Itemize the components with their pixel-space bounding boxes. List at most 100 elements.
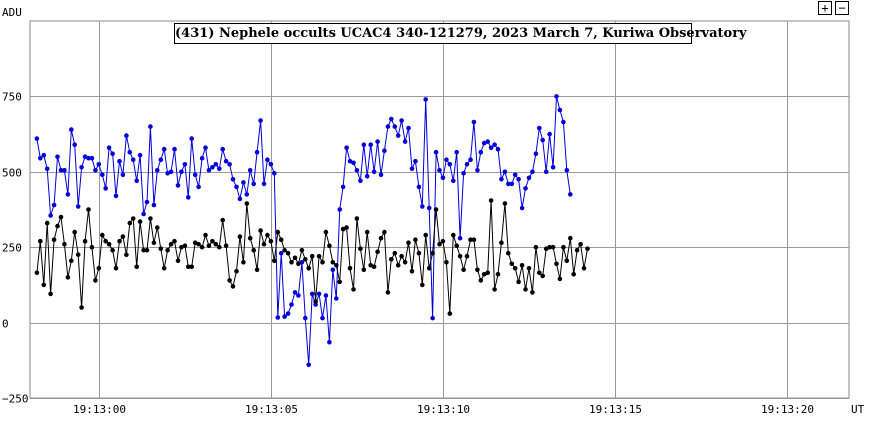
- series-1-point: [72, 142, 77, 147]
- series-2-point: [223, 243, 229, 248]
- series-2-point: [65, 275, 71, 280]
- series-1-point: [423, 97, 429, 102]
- series-2-point: [79, 305, 84, 310]
- series-2-point: [241, 260, 246, 265]
- series-1-point: [416, 184, 422, 190]
- x-tick-label: 19:13:00: [73, 403, 126, 416]
- series-2-point: [285, 250, 291, 256]
- zoom-out-button[interactable]: −: [835, 1, 849, 15]
- series-1-point: [179, 169, 184, 175]
- series-1-point: [285, 311, 291, 316]
- series-2-point: [306, 266, 312, 271]
- series-1-point: [220, 146, 225, 152]
- series-2-point: [430, 250, 435, 256]
- series-1-point: [550, 165, 556, 170]
- series-1-point: [58, 168, 64, 173]
- y-tick-label: −250: [2, 393, 29, 406]
- series-1-point: [327, 339, 332, 345]
- series-2-point: [337, 279, 343, 285]
- series-2-point: [44, 220, 50, 226]
- series-1-point: [254, 149, 260, 155]
- series-2-point: [175, 258, 181, 264]
- series-1-point: [261, 181, 267, 187]
- series-2-point: [69, 258, 74, 264]
- series-1-point: [395, 133, 401, 138]
- series-2-point: [464, 253, 470, 259]
- series-1-point: [316, 291, 322, 297]
- series-2-point: [420, 282, 425, 288]
- series-1-point: [337, 207, 343, 212]
- series-2-point: [364, 229, 370, 235]
- series-2-point: [62, 241, 67, 247]
- series-1-point: [402, 139, 408, 144]
- series-1-point: [292, 290, 298, 295]
- series-2-point: [347, 266, 353, 271]
- series-1-point: [309, 291, 315, 297]
- series-1-point: [161, 146, 167, 152]
- series-1-point: [158, 157, 164, 162]
- series-1-point: [533, 151, 539, 156]
- x-tick-label: 19:13:10: [417, 403, 470, 416]
- series-2-point: [151, 240, 157, 245]
- series-1-point: [51, 202, 57, 208]
- series-1-point: [478, 149, 484, 155]
- series-1-point: [155, 168, 160, 173]
- series-2-point: [499, 240, 504, 245]
- series-1-point: [62, 168, 67, 173]
- series-2-point: [506, 250, 511, 256]
- series-2-point: [516, 279, 521, 285]
- series-2-point: [58, 214, 64, 220]
- series-2-point: [402, 260, 408, 265]
- series-2-point: [375, 249, 380, 254]
- series-1-point: [368, 142, 374, 147]
- series-2-point: [533, 244, 539, 250]
- series-2-point: [48, 291, 53, 297]
- series-1-point: [34, 136, 40, 141]
- series-2-point: [289, 260, 294, 265]
- series-2-point: [217, 244, 222, 250]
- series-2-point: [72, 229, 77, 235]
- series-1-point: [485, 139, 491, 144]
- series-1-point: [93, 168, 98, 173]
- series-2-point: [165, 247, 170, 253]
- series-2-point: [485, 270, 491, 276]
- series-1-point: [519, 205, 525, 211]
- series-2-point: [392, 250, 398, 256]
- series-1-point: [251, 181, 256, 187]
- series-2-point: [475, 267, 480, 273]
- series-1-point: [537, 125, 542, 131]
- series-1-point: [289, 302, 294, 307]
- series-2-point: [96, 266, 102, 271]
- series-2-point: [93, 278, 98, 283]
- series-2-point: [230, 284, 236, 289]
- series-2-point: [309, 253, 315, 259]
- series-1-point: [561, 119, 566, 125]
- series-1-point: [168, 169, 174, 175]
- series-1-point: [223, 158, 229, 164]
- series-1-point: [358, 178, 363, 184]
- series-1-point: [38, 155, 43, 161]
- series-1-point: [151, 202, 157, 208]
- series-2-point: [433, 207, 439, 212]
- series-2-point: [158, 246, 164, 251]
- series-2-point: [488, 198, 494, 203]
- series-2-point: [457, 253, 463, 259]
- series-2-point: [395, 263, 401, 268]
- series-1-point: [557, 107, 563, 113]
- zoom-in-button[interactable]: +: [818, 1, 832, 15]
- series-1-point: [481, 140, 487, 146]
- series-1-point: [454, 149, 460, 155]
- series-2-point: [437, 241, 442, 247]
- series-2-point: [141, 247, 146, 253]
- series-2-point: [34, 270, 40, 276]
- series-1-point: [124, 133, 129, 138]
- plot-area: [29, 20, 850, 399]
- series-2-point: [179, 244, 184, 250]
- series-2-point: [554, 261, 559, 267]
- series-1-point: [568, 192, 573, 197]
- series-2-point: [406, 240, 411, 245]
- series-1-point: [203, 145, 208, 150]
- series-1-point: [320, 315, 325, 321]
- series-1-point: [86, 155, 91, 161]
- series-2-point: [468, 237, 473, 242]
